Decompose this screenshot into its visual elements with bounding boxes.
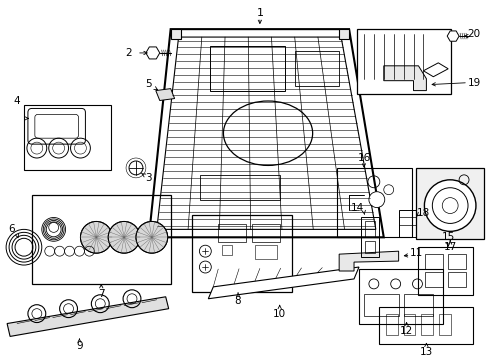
Text: 10: 10 <box>273 309 285 319</box>
Polygon shape <box>7 297 168 337</box>
Text: 12: 12 <box>399 327 412 337</box>
Text: 18: 18 <box>416 207 429 217</box>
Bar <box>425 272 442 287</box>
Bar <box>222 245 232 255</box>
Bar <box>218 224 245 242</box>
Text: 20: 20 <box>467 29 480 39</box>
Bar <box>438 314 450 336</box>
Circle shape <box>81 221 112 253</box>
Bar <box>416 168 483 239</box>
Bar <box>360 217 378 257</box>
Bar <box>378 307 472 345</box>
Text: 16: 16 <box>357 153 370 163</box>
Text: 15: 15 <box>441 232 454 242</box>
Bar <box>251 224 279 242</box>
Polygon shape <box>148 29 383 237</box>
Text: 14: 14 <box>350 203 363 212</box>
Polygon shape <box>208 267 358 299</box>
FancyBboxPatch shape <box>35 114 78 138</box>
Bar <box>447 254 465 269</box>
Bar <box>294 51 339 86</box>
Text: 1: 1 <box>256 8 263 18</box>
Text: 7: 7 <box>98 289 104 299</box>
Bar <box>210 46 284 91</box>
Bar <box>192 215 291 292</box>
Polygon shape <box>339 251 398 271</box>
Text: 19: 19 <box>467 78 480 88</box>
Polygon shape <box>170 29 180 39</box>
Circle shape <box>368 192 384 208</box>
Circle shape <box>108 221 140 253</box>
Bar <box>398 210 416 237</box>
Bar <box>425 254 442 269</box>
Text: 5: 5 <box>145 79 152 89</box>
Text: 6: 6 <box>9 224 15 234</box>
Bar <box>421 314 432 336</box>
Text: 11: 11 <box>409 248 422 258</box>
Bar <box>403 294 432 316</box>
Bar <box>200 175 279 200</box>
Bar <box>337 168 411 237</box>
Bar <box>356 29 450 94</box>
Circle shape <box>424 180 475 231</box>
Text: 13: 13 <box>419 347 432 357</box>
Polygon shape <box>156 89 174 100</box>
Polygon shape <box>423 63 447 77</box>
Bar <box>24 105 111 170</box>
Polygon shape <box>339 29 348 39</box>
Bar <box>385 314 397 336</box>
Bar <box>364 221 374 237</box>
Bar <box>32 195 170 284</box>
Text: 8: 8 <box>234 296 241 306</box>
Text: 3: 3 <box>145 173 152 183</box>
Bar <box>418 247 472 295</box>
Bar <box>358 269 442 324</box>
Circle shape <box>136 221 167 253</box>
Bar <box>447 272 465 287</box>
Text: 4: 4 <box>14 95 20 105</box>
Ellipse shape <box>223 101 312 166</box>
Bar <box>364 241 374 253</box>
Text: 2: 2 <box>125 48 132 58</box>
Bar <box>254 245 276 259</box>
Bar <box>363 294 398 316</box>
Polygon shape <box>145 47 160 59</box>
Polygon shape <box>447 31 458 41</box>
Text: 17: 17 <box>443 242 456 252</box>
Text: 9: 9 <box>76 341 82 351</box>
Bar <box>403 314 415 336</box>
Polygon shape <box>383 66 426 91</box>
